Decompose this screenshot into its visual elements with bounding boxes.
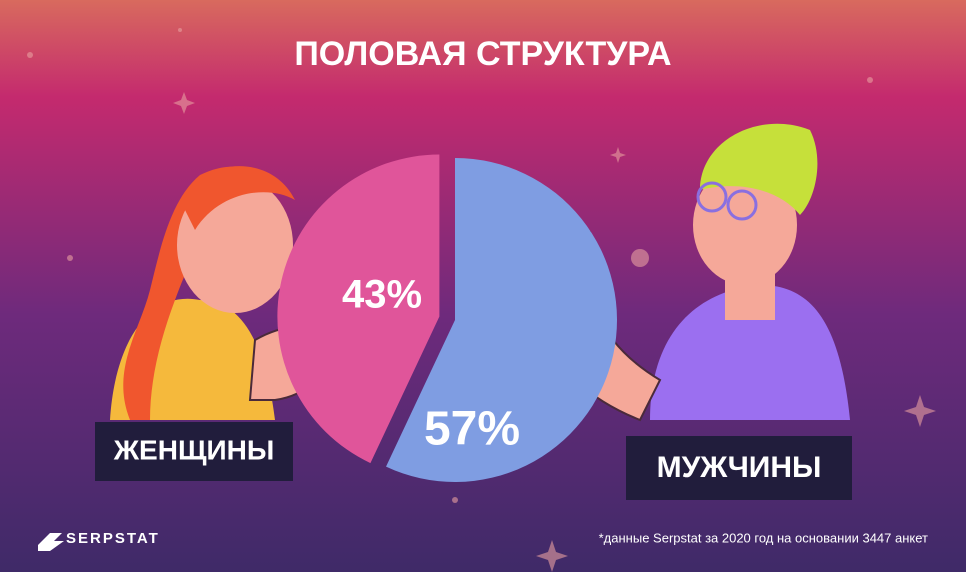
value-label: 43% (342, 273, 422, 317)
label-box (626, 436, 852, 500)
woman-illustration (110, 166, 330, 420)
pie-slice (277, 154, 440, 464)
brand: SERPSTAT (66, 530, 160, 547)
pie: 43% 57% (277, 154, 617, 482)
stars (27, 28, 936, 572)
footnote: *данные Serpstat за 2020 год на основани… (599, 530, 928, 545)
category-label: МУЖЧИНЫ (657, 451, 822, 484)
category-label: ЖЕНЩИНЫ (113, 434, 275, 465)
chart-title: ПОЛОВАЯ СТРУКТУРА (294, 35, 671, 73)
value-label: 57% (424, 403, 520, 456)
label-box (95, 422, 293, 481)
brand-logo (38, 533, 64, 551)
pie-slice (386, 157, 617, 482)
